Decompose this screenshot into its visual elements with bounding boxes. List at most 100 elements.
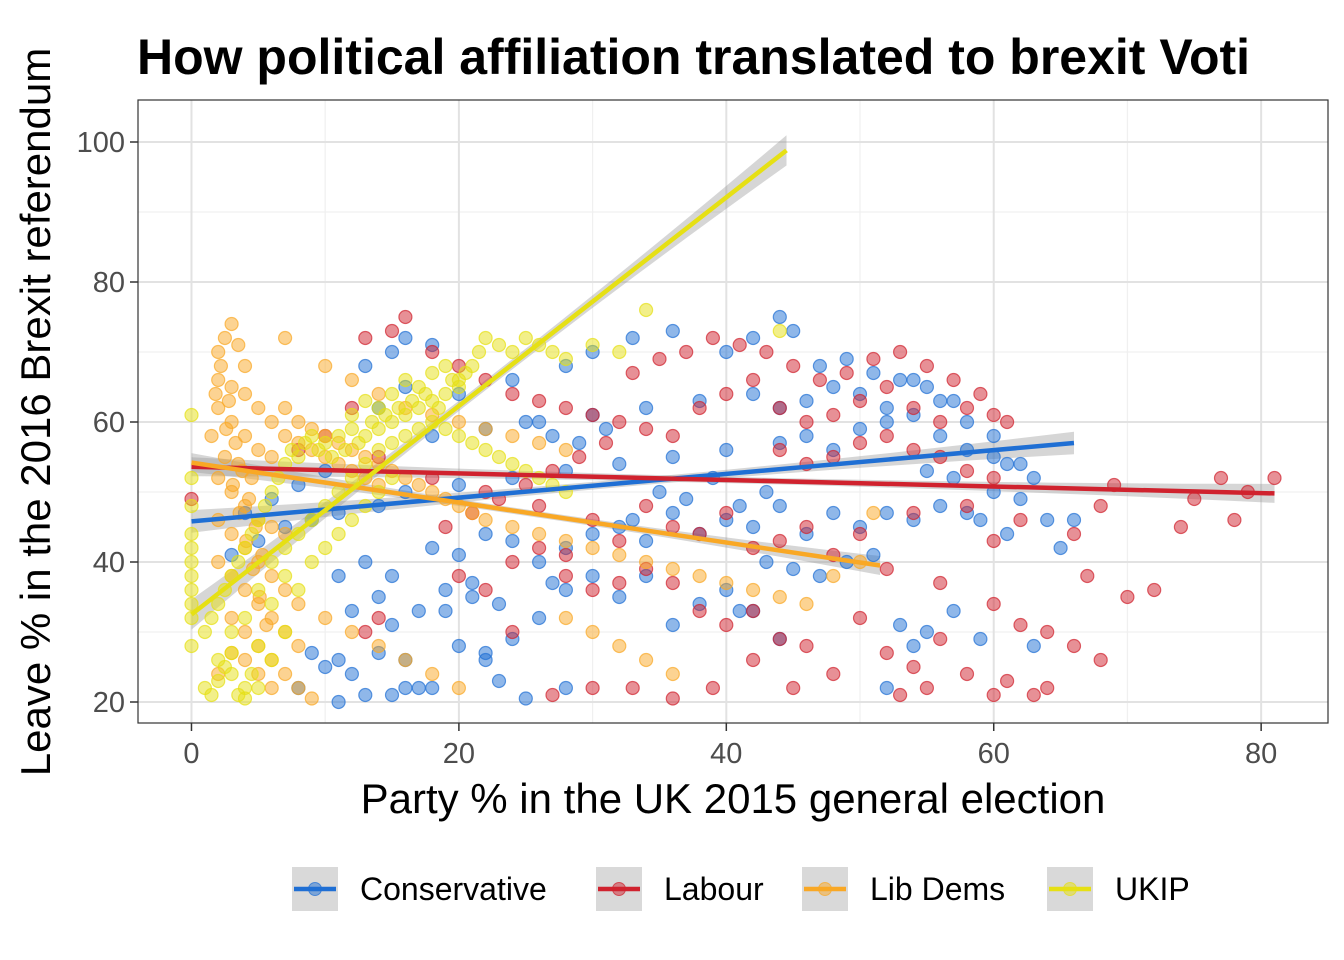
point-labour: [558, 568, 574, 584]
point-conservative: [625, 330, 640, 346]
point-lib-dems: [558, 533, 574, 549]
point-conservative: [344, 603, 359, 619]
point-conservative: [331, 652, 346, 668]
point-lib-dems: [304, 691, 319, 706]
point-lib-dems: [665, 561, 680, 577]
point-conservative: [425, 540, 440, 556]
point-labour: [665, 428, 680, 444]
point-lib-dems: [251, 442, 266, 458]
point-conservative: [665, 449, 680, 465]
point-labour: [572, 449, 587, 465]
point-conservative: [759, 554, 774, 570]
point-conservative: [304, 645, 319, 661]
point-labour: [1013, 512, 1028, 528]
point-conservative: [1013, 456, 1028, 472]
point-conservative: [745, 519, 761, 535]
point-conservative: [531, 414, 547, 430]
fit-lines: [190, 148, 1275, 617]
point-labour: [358, 624, 373, 640]
point-ukip: [204, 610, 219, 626]
point-labour: [505, 624, 520, 640]
point-ukip: [471, 344, 487, 360]
point-conservative: [1040, 512, 1055, 528]
y-tick-label: 20: [93, 687, 125, 719]
point-ukip: [251, 638, 266, 654]
point-labour: [692, 400, 707, 416]
point-lib-dems: [264, 414, 279, 430]
point-conservative: [719, 344, 734, 360]
point-ukip: [438, 358, 453, 374]
point-ukip: [371, 400, 386, 416]
point-conservative: [973, 512, 988, 528]
point-lib-dems: [278, 400, 293, 416]
point-labour: [1267, 470, 1282, 486]
point-labour: [799, 519, 814, 535]
point-conservative: [946, 470, 961, 486]
legend-key-point: [1063, 882, 1077, 896]
point-conservative: [572, 435, 587, 451]
point-conservative: [879, 505, 894, 521]
point-ukip: [344, 470, 359, 486]
point-labour: [505, 386, 520, 402]
point-conservative: [732, 603, 747, 619]
point-labour: [732, 337, 747, 353]
legend-item-labour: Labour: [596, 867, 764, 911]
point-conservative: [585, 568, 600, 584]
point-conservative: [491, 596, 507, 612]
point-lib-dems: [237, 358, 253, 374]
point-conservative: [719, 442, 734, 458]
point-lib-dems: [237, 582, 253, 598]
point-conservative: [1013, 491, 1028, 507]
point-lib-dems: [745, 582, 761, 598]
point-lib-dems: [221, 393, 236, 409]
point-conservative: [946, 603, 961, 619]
point-labour: [384, 323, 400, 339]
point-labour: [772, 631, 787, 647]
point-lib-dems: [505, 519, 520, 535]
point-conservative: [1066, 512, 1082, 528]
point-ukip: [264, 484, 279, 500]
point-ukip: [184, 596, 199, 612]
point-conservative: [358, 687, 373, 703]
point-ukip: [237, 610, 253, 626]
point-labour: [826, 449, 841, 465]
legend-key-point: [818, 882, 832, 896]
point-labour: [1040, 680, 1055, 696]
point-ukip: [224, 666, 239, 682]
point-lib-dems: [219, 421, 234, 437]
point-lib-dems: [772, 589, 787, 605]
point-conservative: [919, 379, 935, 395]
point-labour: [1013, 617, 1028, 633]
point-ukip: [438, 421, 453, 437]
y-tick-label: 60: [93, 407, 125, 439]
point-lib-dems: [799, 596, 814, 612]
point-labour: [451, 568, 466, 584]
point-lib-dems: [478, 421, 493, 437]
point-lib-dems: [291, 596, 306, 612]
point-ukip: [465, 435, 480, 451]
point-conservative: [919, 624, 935, 640]
point-labour: [906, 659, 921, 675]
point-labour: [1213, 470, 1229, 486]
point-ukip: [224, 645, 239, 661]
fit-line-ukip: [190, 148, 788, 617]
point-lib-dems: [291, 414, 306, 430]
point-conservative: [759, 484, 774, 500]
point-lib-dems: [264, 680, 279, 696]
point-labour: [531, 540, 547, 556]
point-ukip: [358, 456, 373, 472]
point-labour: [999, 673, 1015, 689]
point-ukip: [184, 568, 199, 584]
point-lib-dems: [217, 330, 232, 346]
point-labour: [839, 365, 854, 381]
point-conservative: [999, 526, 1015, 542]
point-conservative: [786, 561, 801, 577]
point-ukip: [278, 568, 293, 584]
point-lib-dems: [638, 554, 654, 570]
y-axis-title: Leave % in the 2016 Brexit referendum: [12, 48, 59, 776]
point-labour: [1147, 582, 1162, 598]
point-labour: [906, 442, 921, 458]
point-lib-dems: [237, 386, 253, 402]
point-lib-dems: [425, 666, 440, 682]
point-labour: [1066, 526, 1082, 542]
